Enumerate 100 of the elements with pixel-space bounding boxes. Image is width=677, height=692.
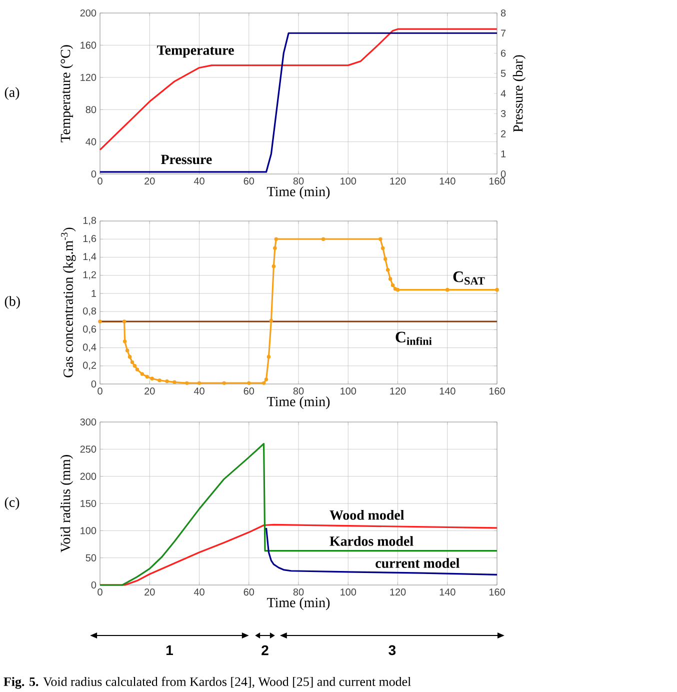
point [380,246,385,250]
y-tick-label: 120 [80,74,96,81]
y-axis-title: Void radius (mm) [60,455,74,552]
x-tick-label: 20 [144,388,155,395]
point [378,237,382,242]
point [140,372,144,376]
x-tick-label: 120 [390,388,406,395]
y2-tick-label: 6 [501,50,506,57]
x-tick-label: 40 [194,178,204,185]
x-tick-label: 160 [489,388,505,395]
x-tick-label: 20 [144,588,155,596]
series-label: current model [376,558,460,568]
series-label: Kardos model [330,536,414,546]
point [273,246,277,250]
text: (a) [4,87,20,100]
y-axis-title: Gas concentration (kg.m$^{-3}$) [61,228,76,378]
point [130,360,134,364]
y-tick-label: 300 [80,418,96,426]
point [393,287,398,291]
point [158,378,162,382]
point [272,264,276,268]
x-tick-label: 0 [98,388,102,395]
point [165,379,169,384]
point [386,268,390,272]
y2-tick-label: 1 [501,150,506,158]
x-tick-label: 60 [244,388,254,395]
point [125,348,130,352]
y2-tick-label: 5 [500,70,506,77]
y-tick-label: 250 [80,446,96,453]
x-axis-title: Time (min) [267,186,330,200]
x-tick-label: 140 [440,388,456,395]
y-tick-label: 0,4 [83,344,96,352]
x-tick-label: 80 [293,388,304,395]
x-axis-title: Time (min) [267,396,330,410]
point [495,288,499,292]
text: (b) [4,296,20,309]
y-tick-label: 1,6 [83,234,96,244]
text: 1 [166,645,173,655]
y-tick-label: 0,8 [83,307,96,316]
point [266,354,271,359]
point [132,364,137,368]
x-tick-label: 0 [98,178,102,185]
y2-tick-label: 8 [500,9,506,17]
point [396,288,400,292]
x-tick-label: 40 [194,588,204,596]
y-tick-label: 100 [80,527,96,534]
x-tick-label: 100 [340,388,356,395]
series-label: Wood model [330,510,404,520]
point [264,378,268,382]
text: 3 [388,645,396,656]
x-tick-label: 60 [244,588,254,596]
y-tick-label: 160 [80,42,96,49]
x-tick-label: 160 [489,588,505,596]
y-tick-label: 1,8 [83,216,96,226]
line-series [265,527,498,576]
line-series [99,28,498,151]
point [128,354,132,359]
text: 2 [262,645,268,656]
point [321,237,326,242]
y-axis-title: Temperature (°C) [60,45,74,142]
series-label: Temperature [156,46,234,58]
text: (c) [4,497,20,510]
x-tick-label: 140 [440,588,456,596]
y-tick-label: 0 [91,380,96,388]
point [98,320,102,324]
x-tick-label: 40 [194,388,204,395]
series-label: C$_{SAT}$ [453,271,485,285]
x-axis-title: Time (min) [267,597,330,610]
y-tick-label: 80 [86,106,96,114]
x-tick-label: 80 [293,178,304,185]
y-tick-label: 1 [92,290,96,297]
series-label: C$_{infini}$ [396,332,432,345]
y-tick-label: 150 [80,500,96,508]
point [445,288,450,292]
y2-tick-label: 4 [500,90,506,97]
point [122,320,126,324]
point [150,376,154,380]
y2-tick-label: 3 [500,110,506,118]
y-tick-label: 50 [86,554,96,562]
point [135,368,140,372]
y-tick-label: 1,2 [83,271,96,280]
point [145,374,150,379]
point [197,381,202,385]
y2-tick-label: 7 [501,30,506,37]
y2-tick-label: 0 [500,170,506,178]
x-tick-label: 120 [390,178,406,185]
point [262,381,266,385]
x-tick-label: 20 [144,178,155,185]
y-tick-label: 0 [91,581,96,589]
y-tick-label: 0,2 [83,362,96,370]
point [222,381,226,385]
y-tick-label: 0,6 [83,326,96,334]
point [390,283,395,288]
x-tick-label: 100 [340,178,356,185]
y-tick-label: 1,4 [83,253,96,262]
series-label: Pressure [160,154,212,164]
point [274,237,278,242]
x-tick-label: 160 [489,178,505,185]
point [122,340,127,344]
y-tick-label: 0 [91,170,96,178]
